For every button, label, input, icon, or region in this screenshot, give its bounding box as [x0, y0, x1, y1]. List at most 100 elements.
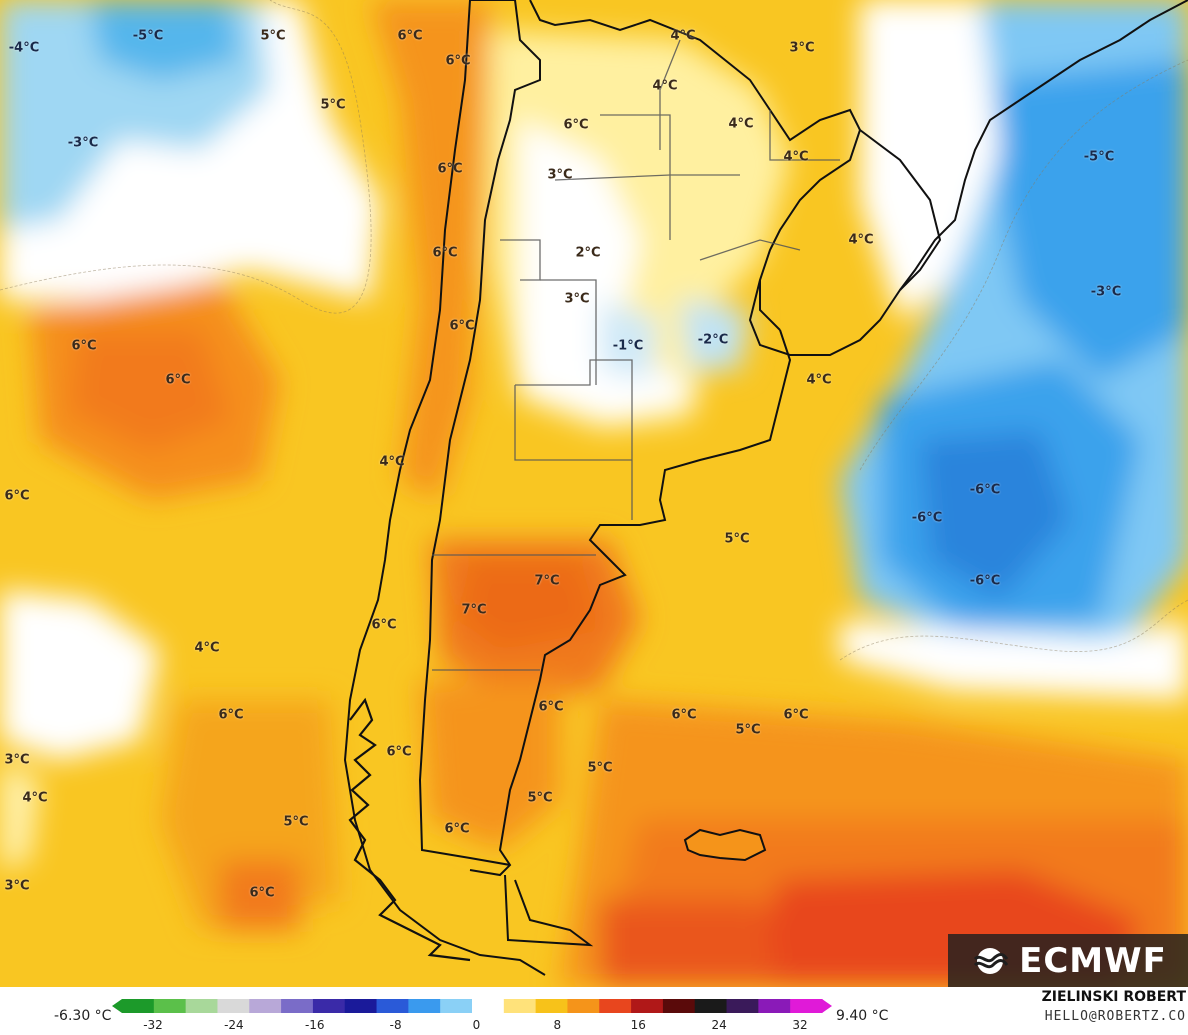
temperature-label: 5°C — [587, 760, 613, 776]
colorbar-segment — [503, 999, 537, 1013]
coastline — [343, 0, 1188, 976]
colorbar-min-arrow — [112, 999, 122, 1013]
colorbar-segment — [249, 999, 282, 1013]
temperature-label: 4°C — [652, 78, 678, 94]
temperature-label: 6°C — [71, 338, 97, 354]
temperature-label: 4°C — [379, 454, 405, 470]
temperature-label: 4°C — [194, 640, 220, 656]
colorbar-segment — [344, 999, 378, 1013]
colorbar-tick-label: 16 — [630, 1018, 646, 1032]
temperature-label: 6°C — [397, 28, 423, 44]
colorbar-segment — [472, 999, 505, 1013]
temperature-label: 6°C — [449, 318, 475, 334]
colorbar-segment — [694, 999, 728, 1013]
colorbar-segment — [631, 999, 664, 1013]
logo-text: ECMWF — [1019, 940, 1167, 981]
temperature-label: 6°C — [445, 53, 471, 69]
temperature-map: -4°C -5°C 5°C 6°C 6°C 5°C -3°C 6°C 6°C 6°C 6°C 6°C 4… — [0, 0, 1188, 987]
colorbar-tick-label: 8 — [553, 1018, 562, 1032]
temperature-label: 7°C — [534, 573, 560, 589]
temperature-label: 6°C — [386, 744, 412, 760]
ecmwf-logo: ECMWF — [948, 934, 1188, 987]
temperature-label: 6°C — [437, 161, 463, 177]
colorbar-segment — [153, 999, 187, 1013]
temperature-label: 6°C — [432, 245, 458, 261]
colorbar-segment — [790, 999, 823, 1013]
colorbar-segment — [376, 999, 409, 1013]
temperature-label: -3°C — [1090, 284, 1122, 300]
temperature-label: 5°C — [527, 790, 553, 806]
temperature-label: 4°C — [22, 790, 48, 806]
legend-max-label: 9.40 °C — [836, 1008, 889, 1024]
colorbar-tick-label: 32 — [792, 1018, 808, 1032]
colorbar-segment — [599, 999, 632, 1013]
temperature-label: -3°C — [67, 135, 99, 151]
legend: -6.30 °C -32 -24 -16 -8 0 8 16 24 32 9.40 °C ZIE… — [0, 987, 1188, 1035]
temperature-label: 4°C — [806, 372, 832, 388]
map-canvas — [0, 0, 1188, 987]
falkland-islands — [683, 828, 767, 862]
temperature-label: -5°C — [1083, 149, 1115, 165]
temperature-label: -6°C — [911, 510, 943, 526]
temperature-label: -1°C — [612, 338, 644, 354]
temperature-label: 6°C — [783, 707, 809, 723]
temperature-label: 4°C — [728, 116, 754, 132]
colorbar-segment — [217, 999, 250, 1013]
temperature-label: 6°C — [218, 707, 244, 723]
temperature-label: 7°C — [461, 602, 487, 618]
temperature-label: 5°C — [724, 531, 750, 547]
temperature-label: -4°C — [8, 40, 40, 56]
temperature-label: 3°C — [564, 291, 590, 307]
colorbar-tick-label: -24 — [224, 1018, 244, 1032]
archipelago — [348, 697, 471, 962]
temperature-label: 5°C — [283, 814, 309, 830]
province-borders — [432, 39, 840, 671]
colorbar — [112, 999, 832, 1013]
temperature-label: -6°C — [969, 482, 1001, 498]
ecmwf-wave-icon — [974, 947, 1009, 974]
temperature-label: 3°C — [547, 167, 573, 183]
colorbar-tick-label: -32 — [143, 1018, 163, 1032]
temperature-label: 6°C — [371, 617, 397, 633]
temperature-label: 6°C — [563, 117, 589, 133]
temperature-label: 3°C — [789, 40, 815, 56]
colorbar-segment — [312, 999, 346, 1013]
colorbar-segment — [662, 999, 696, 1013]
colorbar-tick-label: -8 — [389, 1018, 402, 1032]
temperature-label: 3°C — [4, 752, 30, 768]
temperature-label: 4°C — [670, 28, 696, 44]
temperature-label: -5°C — [132, 28, 164, 44]
colorbar-segment — [726, 999, 759, 1013]
colorbar-segment — [758, 999, 791, 1013]
contour-lines — [0, 0, 1188, 661]
temperature-field — [0, 0, 1188, 987]
colorbar-segment — [567, 999, 600, 1013]
temperature-label: 5°C — [260, 28, 286, 44]
temperature-label: 6°C — [4, 488, 30, 504]
temperature-label: -6°C — [969, 573, 1001, 589]
colorbar-segment — [440, 999, 473, 1013]
temperature-label: 3°C — [4, 878, 30, 894]
temperature-label: 6°C — [538, 699, 564, 715]
author-name: ZIELINSKI ROBERT — [1041, 989, 1186, 1005]
colorbar-tick-label: 24 — [711, 1018, 727, 1032]
colorbar-segment — [185, 999, 218, 1013]
colorbar-segment — [281, 999, 314, 1013]
temperature-label: 6°C — [444, 821, 470, 837]
author-email: HELLO@ROBERTZ.CO — [1044, 1009, 1186, 1024]
colorbar-segment — [535, 999, 568, 1013]
colorbar-segment — [122, 999, 155, 1013]
temperature-label: 6°C — [165, 372, 191, 388]
temperature-label: 5°C — [320, 97, 346, 113]
colorbar-tick-label: 0 — [472, 1018, 481, 1032]
temperature-label: 6°C — [671, 707, 697, 723]
temperature-label: 4°C — [848, 232, 874, 248]
temperature-label: 5°C — [735, 722, 761, 738]
temperature-label: 4°C — [783, 149, 809, 165]
temperature-label: 2°C — [575, 245, 601, 261]
colorbar-tick-label: -16 — [304, 1018, 325, 1032]
temperature-label: -2°C — [697, 332, 729, 348]
colorbar-segment — [408, 999, 441, 1013]
legend-min-label: -6.30 °C — [54, 1008, 112, 1024]
temperature-label: 6°C — [249, 885, 275, 901]
